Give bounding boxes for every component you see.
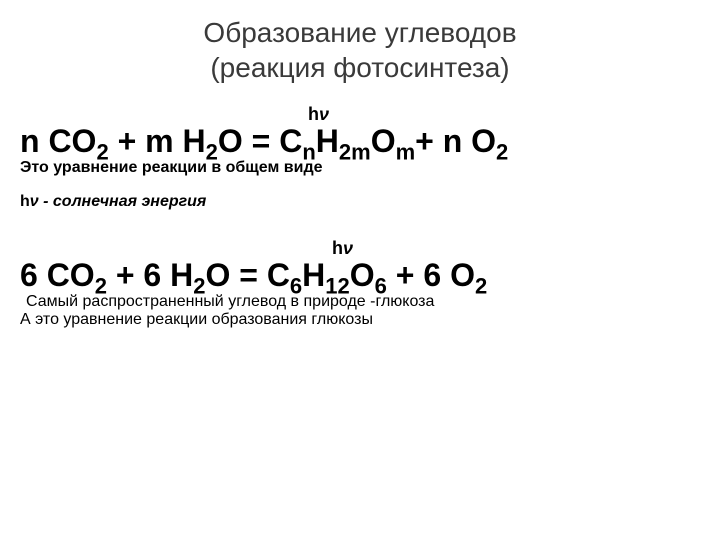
- eq1-s5: m: [396, 139, 416, 164]
- hv-h-1: h: [308, 104, 319, 124]
- eq1-p5: O: [371, 123, 396, 159]
- hv-h-2: h: [332, 238, 343, 258]
- eq2-p3: O = C: [205, 257, 289, 293]
- eq1-s2: 2: [206, 139, 218, 164]
- note-hv-nu: ν: [30, 193, 39, 210]
- eq2-s5: 6: [375, 273, 387, 298]
- eq1-s1: 2: [96, 139, 108, 164]
- eq2-p5: O: [350, 257, 375, 293]
- eq1-p2: + m H: [109, 123, 206, 159]
- hv-nu-2: ν: [343, 238, 353, 258]
- eq2-p2: + 6 H: [107, 257, 193, 293]
- note-hv-meaning: hν - солнечная энергия: [20, 193, 700, 211]
- eq2-s3: 6: [290, 273, 302, 298]
- spacer: [20, 211, 700, 239]
- eq2-p6: + 6 O: [387, 257, 475, 293]
- equation-glucose: hν 6 CO2 + 6 H2O = C6H12O6 + 6 O2: [20, 259, 700, 291]
- eq2-s2: 2: [193, 273, 205, 298]
- slide-title: Образование углеводов (реакция фотосинте…: [20, 15, 700, 85]
- eq2-s4: 12: [325, 273, 349, 298]
- eq2-s6: 2: [475, 273, 487, 298]
- title-line1: Образование углеводов: [203, 17, 516, 48]
- equation-general-block: hν n CO2 + m H2O = CnH2mOm+ n O2 Это ура…: [20, 125, 700, 211]
- equation-glucose-block: hν 6 CO2 + 6 H2O = C6H12O6 + 6 O2 Самый …: [20, 259, 700, 329]
- eq1-p1: n CO: [20, 123, 96, 159]
- eq2-p4: H: [302, 257, 325, 293]
- hv-annotation-2: hν: [332, 239, 353, 257]
- caption-glucose-equation: А это уравнение реакции образования глюк…: [20, 311, 700, 329]
- eq1-p4: H: [316, 123, 339, 159]
- eq1-s3: n: [302, 139, 315, 164]
- eq1-s4: 2m: [339, 139, 371, 164]
- slide: Образование углеводов (реакция фотосинте…: [0, 0, 720, 540]
- note-hv-h: h: [20, 193, 30, 210]
- hv-nu-1: ν: [319, 104, 329, 124]
- equation-general: hν n CO2 + m H2O = CnH2mOm+ n O2: [20, 125, 700, 157]
- eq2-s1: 2: [95, 273, 107, 298]
- caption-glucose-common: Самый распространенный углевод в природе…: [20, 293, 700, 311]
- note-hv-rest: - солнечная энергия: [39, 193, 207, 210]
- eq1-s6: 2: [496, 139, 508, 164]
- hv-annotation-1: hν: [308, 105, 329, 123]
- eq1-p6: + n O: [415, 123, 496, 159]
- eq1-p3: O = C: [218, 123, 302, 159]
- eq2-p1: 6 CO: [20, 257, 95, 293]
- title-line2: (реакция фотосинтеза): [210, 52, 509, 83]
